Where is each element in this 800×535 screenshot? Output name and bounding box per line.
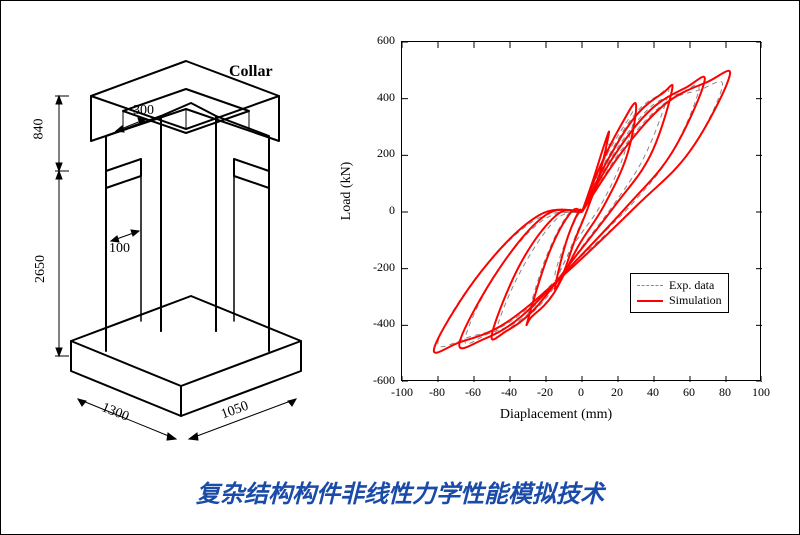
- y-tick-label: 400: [365, 90, 395, 105]
- y-tick-label: 200: [365, 146, 395, 161]
- dim-840: 840: [32, 119, 48, 140]
- y-tick-label: 0: [365, 203, 395, 218]
- label-collar: Collar: [229, 63, 273, 81]
- y-tick-label: 600: [365, 33, 395, 48]
- y-axis-title: Load (kN): [339, 162, 355, 221]
- chart-legend: Exp. data Simulation: [630, 273, 729, 313]
- x-tick-label: -20: [535, 385, 555, 400]
- x-tick-label: -80: [427, 385, 447, 400]
- dim-2650: 2650: [33, 255, 49, 283]
- hysteresis-chart: Exp. data Simulation -100-80-60-40-20020…: [331, 21, 781, 441]
- x-tick-label: 100: [751, 385, 771, 400]
- x-tick-label: 20: [607, 385, 627, 400]
- x-tick-label: -40: [499, 385, 519, 400]
- structure-diagram: 840 2650 300 100 1300 1050 Collar: [11, 21, 331, 441]
- x-tick-label: -60: [463, 385, 483, 400]
- y-tick-label: -600: [365, 373, 395, 388]
- dim-100: 100: [109, 241, 130, 257]
- x-tick-label: 40: [643, 385, 663, 400]
- x-axis-title: Diaplacement (mm): [500, 407, 612, 423]
- legend-exp-label: Exp. data: [669, 278, 714, 293]
- y-tick-label: -400: [365, 316, 395, 331]
- x-tick-label: 0: [571, 385, 591, 400]
- y-tick-label: -200: [365, 260, 395, 275]
- dim-300: 300: [133, 103, 154, 119]
- page-title: 复杂结构构件非线性力学性能模拟技术: [1, 474, 799, 509]
- legend-sim-label: Simulation: [669, 293, 722, 308]
- x-tick-label: 80: [715, 385, 735, 400]
- x-tick-label: 60: [679, 385, 699, 400]
- plot-area: Exp. data Simulation: [401, 41, 761, 381]
